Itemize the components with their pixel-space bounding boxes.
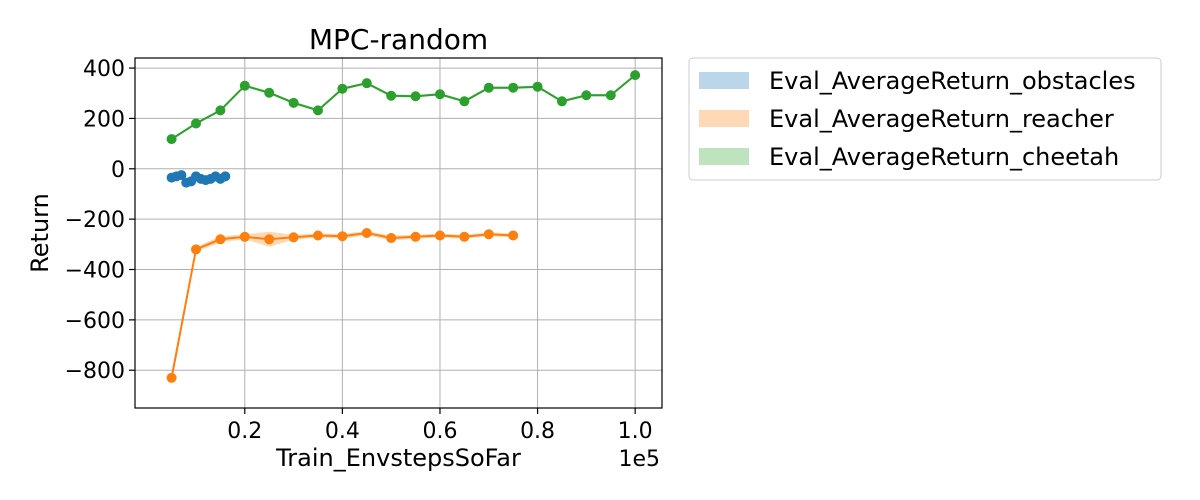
point-eval-averagereturn-cheetah	[312, 105, 323, 116]
legend-label-eval-averagereturn-obstacles: Eval_AverageReturn_obstacles	[769, 67, 1136, 95]
point-eval-averagereturn-reacher	[410, 231, 421, 242]
y-axis-label: Return	[26, 193, 54, 273]
point-eval-averagereturn-cheetah	[459, 96, 470, 107]
point-eval-averagereturn-cheetah	[630, 70, 641, 81]
point-eval-averagereturn-cheetah	[361, 78, 372, 89]
point-eval-averagereturn-reacher	[166, 372, 177, 383]
legend-swatch-eval-averagereturn-reacher	[699, 110, 749, 127]
point-eval-averagereturn-cheetah	[215, 105, 226, 116]
point-eval-averagereturn-reacher	[190, 244, 201, 255]
point-eval-averagereturn-reacher	[386, 233, 397, 244]
y-tick-label: −400	[65, 259, 125, 284]
legend-label-eval-averagereturn-cheetah: Eval_AverageReturn_cheetah	[769, 143, 1119, 171]
point-eval-averagereturn-cheetah	[483, 82, 494, 93]
point-eval-averagereturn-cheetah	[190, 118, 201, 129]
legend: Eval_AverageReturn_obstacles Eval_Average…	[688, 57, 1162, 181]
series-points	[166, 70, 641, 383]
x-axis-offset-label: 1e5	[618, 447, 660, 472]
grid	[135, 58, 662, 408]
point-eval-averagereturn-cheetah	[288, 97, 299, 108]
point-eval-averagereturn-cheetah	[581, 90, 592, 101]
point-eval-averagereturn-cheetah	[508, 82, 519, 93]
point-eval-averagereturn-reacher	[508, 230, 519, 241]
x-tick-label: 0.4	[325, 419, 360, 444]
point-eval-averagereturn-obstacles	[220, 171, 231, 182]
point-eval-averagereturn-reacher	[288, 232, 299, 243]
legend-swatch-eval-averagereturn-obstacles	[699, 72, 749, 89]
x-tick-label: 0.6	[422, 419, 457, 444]
point-eval-averagereturn-reacher	[312, 230, 323, 241]
y-tick-label: 0	[111, 158, 125, 183]
point-eval-averagereturn-reacher	[215, 234, 226, 245]
point-eval-averagereturn-cheetah	[556, 96, 567, 107]
point-eval-averagereturn-reacher	[361, 228, 372, 238]
point-eval-averagereturn-cheetah	[532, 81, 543, 92]
plot-frame	[134, 57, 663, 409]
y-tick-label: 400	[83, 57, 125, 82]
chart-title: MPC-random	[309, 23, 488, 56]
point-eval-averagereturn-cheetah	[410, 91, 421, 102]
y-tick-label: 200	[83, 107, 125, 132]
confidence-bands	[171, 73, 636, 385]
point-eval-averagereturn-reacher	[434, 230, 445, 241]
point-eval-averagereturn-reacher	[264, 234, 275, 245]
point-eval-averagereturn-obstacles	[176, 170, 187, 181]
y-tick-label: −200	[65, 208, 125, 233]
point-eval-averagereturn-reacher	[459, 231, 470, 242]
point-eval-averagereturn-cheetah	[337, 83, 348, 94]
point-eval-averagereturn-cheetah	[386, 90, 397, 101]
legend-label-eval-averagereturn-reacher: Eval_AverageReturn_reacher	[769, 105, 1114, 133]
y-tick-label: −600	[65, 309, 125, 334]
x-tick-label: 1.0	[618, 419, 653, 444]
point-eval-averagereturn-reacher	[337, 231, 348, 242]
point-eval-averagereturn-cheetah	[605, 90, 616, 101]
x-tick-label: 0.2	[227, 419, 262, 444]
point-eval-averagereturn-cheetah	[434, 89, 445, 100]
x-axis-label: Train_EnvstepsSoFar	[275, 444, 521, 472]
x-tick-label: 0.8	[520, 419, 555, 444]
point-eval-averagereturn-reacher	[483, 229, 494, 240]
legend-swatch-eval-averagereturn-cheetah	[699, 148, 749, 165]
y-tick-label: −800	[65, 359, 125, 384]
point-eval-averagereturn-reacher	[239, 231, 250, 242]
point-eval-averagereturn-cheetah	[239, 80, 250, 91]
series-lines	[170, 74, 636, 378]
axis-ticks: 0.2 0.4 0.6 0.8 1.0 −800 −600 −400 −200 0 200 400	[65, 57, 653, 444]
legend-frame	[688, 57, 1162, 181]
point-eval-averagereturn-cheetah	[264, 87, 275, 98]
point-eval-averagereturn-cheetah	[166, 134, 177, 145]
